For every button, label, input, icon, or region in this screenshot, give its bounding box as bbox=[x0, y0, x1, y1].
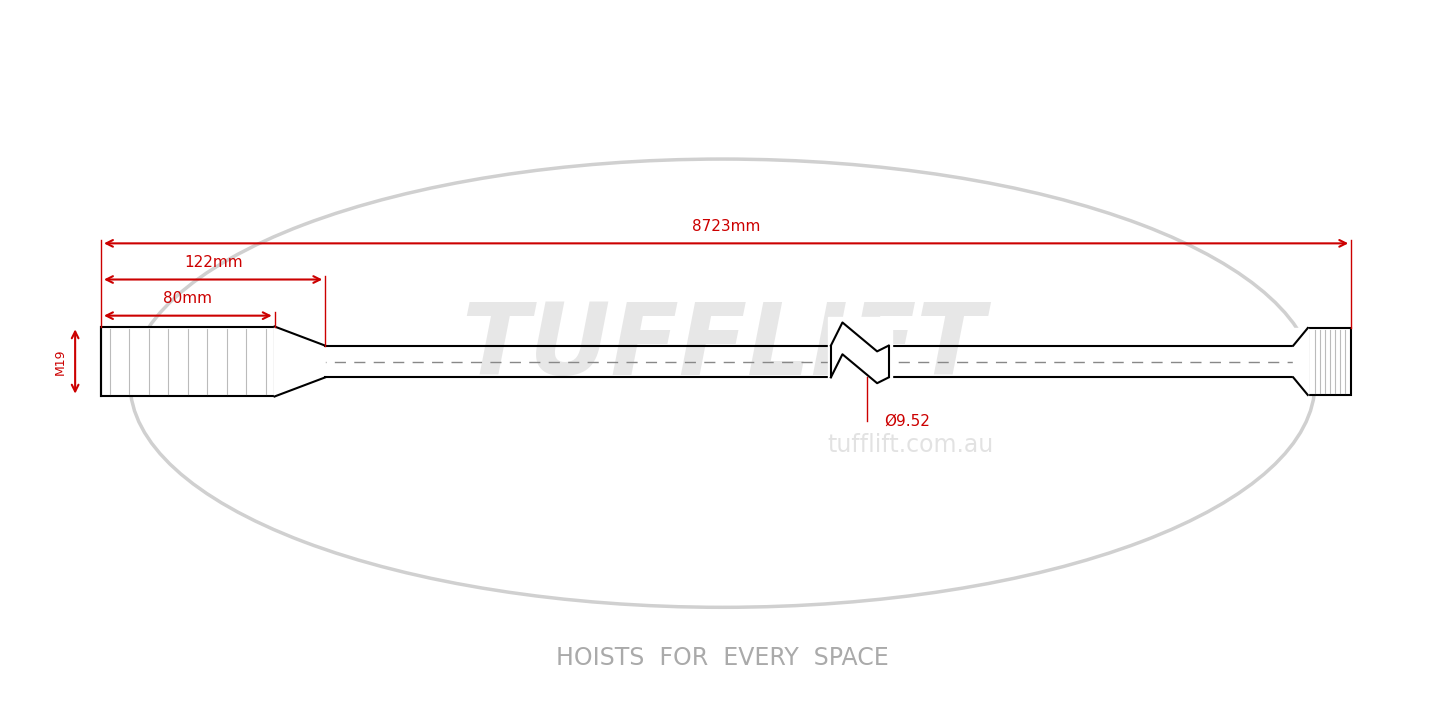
Bar bbox=[101, 327, 275, 396]
Text: tufflift.com.au: tufflift.com.au bbox=[827, 432, 994, 457]
Text: Ø9.52: Ø9.52 bbox=[884, 414, 931, 428]
Polygon shape bbox=[1293, 328, 1308, 395]
Bar bbox=[1308, 328, 1351, 395]
Polygon shape bbox=[828, 317, 892, 385]
Text: 80mm: 80mm bbox=[163, 291, 212, 307]
Text: HOISTS  FOR  EVERY  SPACE: HOISTS FOR EVERY SPACE bbox=[556, 646, 889, 670]
Polygon shape bbox=[275, 327, 325, 396]
Text: TUFFLIFT: TUFFLIFT bbox=[461, 299, 984, 395]
Text: 8723mm: 8723mm bbox=[692, 219, 760, 234]
Text: 122mm: 122mm bbox=[184, 255, 243, 270]
Text: M19: M19 bbox=[53, 348, 66, 375]
